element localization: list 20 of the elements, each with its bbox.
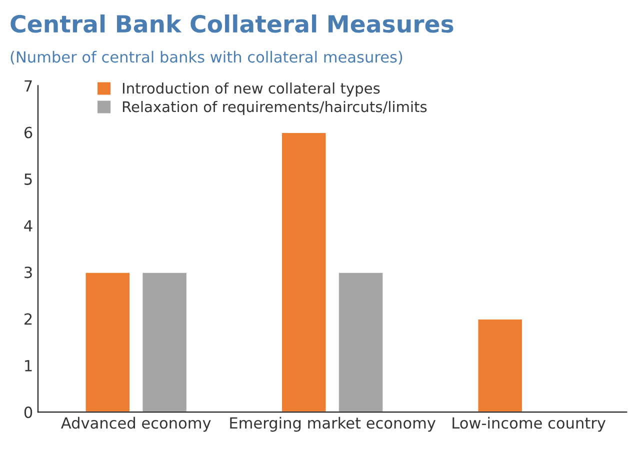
y-tick-label: 6	[24, 126, 32, 138]
y-tick-label: 7	[24, 80, 32, 92]
bar	[84, 271, 131, 412]
bar	[141, 271, 188, 412]
legend-label: Introduction of new collateral types	[122, 82, 380, 97]
y-tick-label: 0	[24, 406, 32, 418]
y-tick-label: 3	[24, 266, 32, 278]
y-tick-label: 5	[24, 174, 32, 185]
bar	[338, 271, 384, 412]
x-tick-label: Advanced economy	[61, 416, 211, 432]
legend-label: Relaxation of requirements/haircuts/limits	[122, 100, 427, 116]
bar	[280, 132, 328, 412]
chart-title: Central Bank Collateral Measures	[10, 14, 454, 33]
y-tick-label: 1	[25, 360, 32, 372]
y-tick-label: 4	[24, 220, 32, 232]
chart-subtitle: (Number of central banks with collateral measures)	[10, 50, 402, 65]
x-tick-label: Low-income country	[452, 416, 606, 432]
y-tick-label: 2	[24, 313, 32, 325]
bar	[476, 318, 524, 412]
x-tick-label: Emerging market economy	[230, 416, 436, 432]
